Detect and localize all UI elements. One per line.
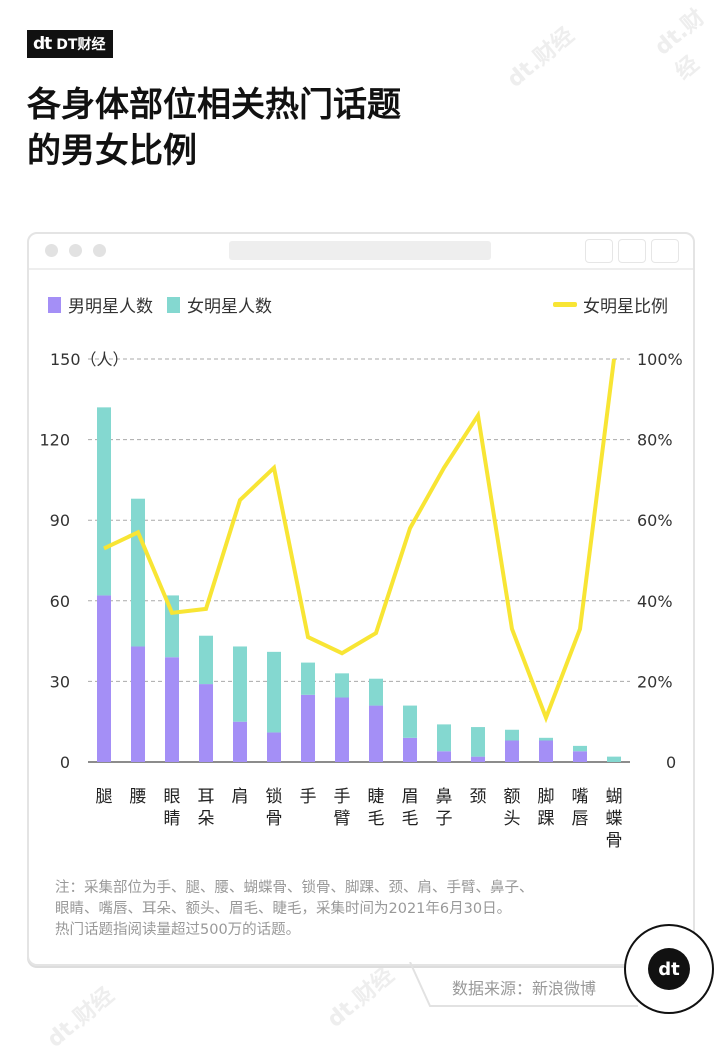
bar-female <box>97 407 111 596</box>
bar-male <box>335 697 349 762</box>
category-label: 鼻子 <box>435 787 453 829</box>
title-line-2: 的男女比例 <box>27 131 197 171</box>
category-label: 睫毛 <box>367 787 385 829</box>
maximize-icon <box>93 244 106 257</box>
bar-male <box>97 595 111 762</box>
bar-male <box>369 705 383 762</box>
bar-female <box>607 756 621 762</box>
category-label: 耳朵 <box>197 787 215 829</box>
y-left-tick-label: 120 <box>39 431 70 450</box>
y-right-tick-label: 60% <box>637 511 673 530</box>
category-label: 脚踝 <box>537 787 555 829</box>
bar-female <box>335 673 349 698</box>
dt-badge: dt <box>624 924 714 1014</box>
category-label: 锁骨 <box>265 787 283 829</box>
copy-icon <box>651 239 679 263</box>
category-label: 额头 <box>503 787 521 829</box>
bar-female <box>539 737 553 741</box>
bar-female <box>573 745 587 752</box>
brand-logo: dt DT财经 <box>27 30 114 58</box>
bar-female <box>199 635 213 685</box>
bar-female <box>301 662 315 695</box>
bar-female <box>471 727 485 757</box>
bar-female <box>233 646 247 722</box>
bar-male <box>301 694 315 762</box>
category-label: 颈 <box>469 787 487 807</box>
category-label: 腿 <box>95 787 113 807</box>
share-icon <box>618 239 646 263</box>
category-label: 腰 <box>129 787 147 807</box>
y-left-tick-label: 30 <box>50 672 70 691</box>
dt-logo-icon: dt <box>648 948 690 990</box>
bar-male <box>199 684 213 762</box>
y-right-tick-label: 20% <box>637 672 673 691</box>
bar-male <box>165 657 179 762</box>
bar-female <box>131 498 145 647</box>
bar-male <box>471 756 485 762</box>
y-right-tick-label: 0 <box>666 753 676 772</box>
legend-male-label: 男明星人数 <box>68 297 153 317</box>
bar-male <box>233 721 247 762</box>
ratio-line-icon <box>553 302 577 307</box>
male-swatch-icon <box>48 296 61 313</box>
y-left-tick-label: 0 <box>60 753 70 772</box>
note-line: 热门话题指阅读量超过500万的话题。 <box>55 922 301 938</box>
legend-ratio-label: 女明星比例 <box>583 297 668 317</box>
bar-male <box>573 751 587 762</box>
ratio-line <box>103 358 616 724</box>
y-right-tick-label: 80% <box>637 431 673 450</box>
bar-female <box>267 651 281 733</box>
category-label: 蝴蝶骨 <box>605 787 623 851</box>
dt-logo-icon: dt <box>33 34 52 54</box>
data-source: 数据来源：新浪微博 <box>452 979 597 998</box>
category-label: 手臂 <box>333 787 351 829</box>
bar-male <box>505 740 519 762</box>
category-label: 嘴唇 <box>571 787 589 829</box>
bar-female <box>403 705 417 738</box>
bar-male <box>403 737 417 762</box>
bar-male <box>131 646 145 762</box>
legend-female-label: 女明星人数 <box>187 297 272 317</box>
legend-male: 男明星人数 女明星人数 <box>48 292 272 317</box>
female-swatch-icon <box>167 296 180 313</box>
y-left-tick-label: 60 <box>50 592 70 611</box>
bar-male <box>267 732 281 762</box>
minimize-icon <box>69 244 82 257</box>
bar-male <box>437 751 451 762</box>
address-bar <box>229 241 491 260</box>
y-right-tick-label: 40% <box>637 592 673 611</box>
category-label: 手 <box>299 787 317 807</box>
y-left-tick-label: 150（人） <box>50 350 129 369</box>
source-tab <box>409 962 638 1007</box>
y-left-tick-label: 90 <box>50 511 70 530</box>
note-line: 眼睛、嘴唇、耳朵、额头、眉毛、睫毛，采集时间为2021年6月30日。 <box>55 901 512 917</box>
close-icon <box>45 244 58 257</box>
category-label: 眼睛 <box>163 787 181 829</box>
note-line: 注：采集部位为手、腿、腰、蝴蝶骨、锁骨、脚踝、颈、肩、手臂、鼻子、 <box>55 880 534 896</box>
brand-name: DT财经 <box>56 37 106 53</box>
footnote: 注：采集部位为手、腿、腰、蝴蝶骨、锁骨、脚踝、颈、肩、手臂、鼻子、 眼睛、嘴唇、… <box>55 878 615 941</box>
category-label: 眉毛 <box>401 787 419 829</box>
category-label: 肩 <box>231 787 249 807</box>
legend-ratio: 女明星比例 <box>553 292 668 317</box>
browser-toolbar <box>29 234 693 270</box>
bar-female <box>369 678 383 706</box>
title-line-1: 各身体部位相关热门话题 <box>27 85 401 125</box>
bar-female <box>437 724 451 752</box>
bar-female <box>505 729 519 741</box>
record-icon <box>585 239 613 263</box>
bar-male <box>539 740 553 762</box>
y-right-tick-label: 100% <box>637 350 683 369</box>
page-title: 各身体部位相关热门话题 的男女比例 <box>27 82 401 174</box>
